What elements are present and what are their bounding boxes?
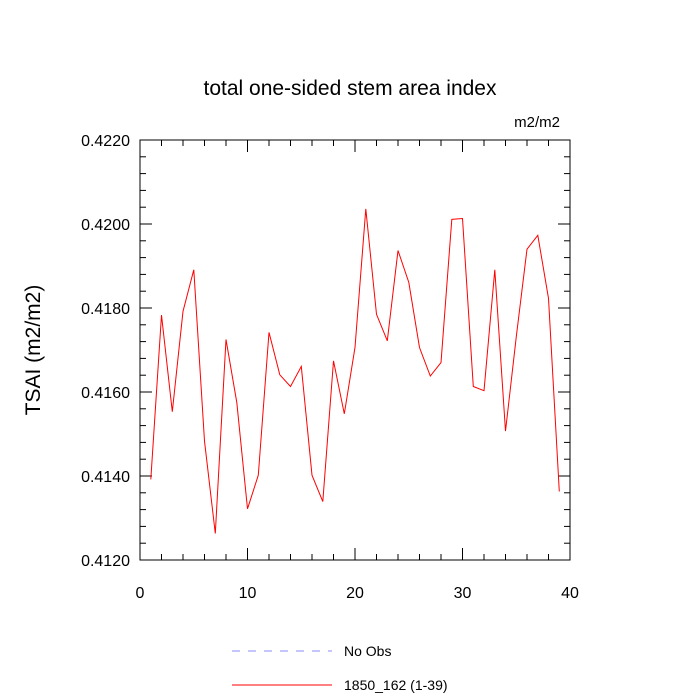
x-tick-label: 0 (136, 585, 145, 602)
y-tick-label: 0.4200 (81, 217, 130, 234)
legend-label: No Obs (344, 643, 391, 659)
y-tick-label: 0.4220 (81, 133, 130, 150)
axis-ticks: 0.4120 0.4140 0.4160 0.4180 0.4200 0.4220 0 10 2… (81, 133, 579, 602)
y-axis-label: TSAI (m2/m2) (22, 285, 45, 416)
x-tick-label: 30 (454, 585, 472, 602)
legend: No Obs 1850_162 (1-39) (232, 643, 448, 693)
series-line (150, 208, 560, 534)
series-layer (150, 208, 560, 534)
y-tick-label: 0.4140 (81, 469, 130, 486)
x-tick-label: 20 (346, 585, 364, 602)
legend-label: 1850_162 (1-39) (344, 677, 448, 693)
chart-title: total one-sided stem area index (203, 77, 497, 100)
x-tick-label: 10 (239, 585, 257, 602)
y-tick-label: 0.4120 (81, 553, 130, 570)
y-tick-label: 0.4180 (81, 301, 130, 318)
x-tick-label: 40 (561, 585, 579, 602)
units-label: m2/m2 (514, 114, 560, 131)
y-tick-label: 0.4160 (81, 385, 130, 402)
